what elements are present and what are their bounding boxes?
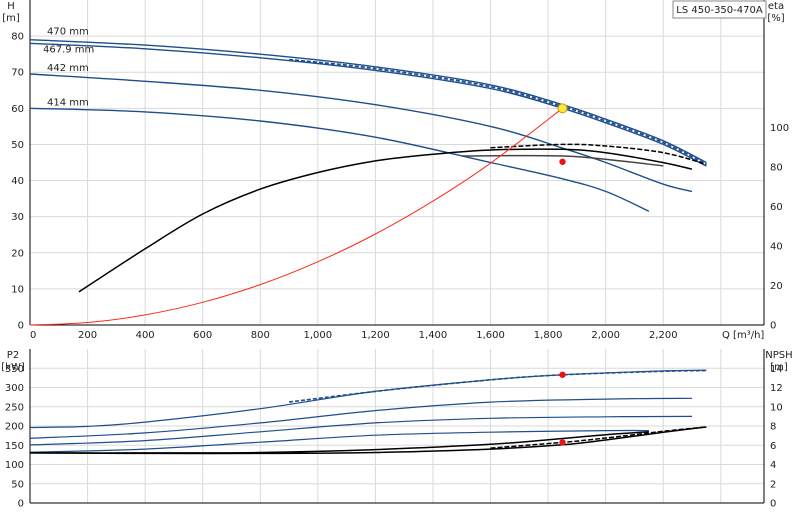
y-tick-label: 80 — [11, 32, 24, 43]
p2-tick-label: 300 — [5, 383, 24, 394]
efficiency-curve — [78, 148, 693, 293]
head-curve-label: 442 mm — [47, 63, 89, 74]
npsh-tick-label: 2 — [770, 479, 776, 490]
head-curve — [289, 58, 707, 166]
y-tick-label: 0 — [18, 321, 24, 332]
npsh-axis-title: NPSH — [765, 350, 792, 361]
head-curve — [29, 107, 650, 212]
x-tick-label: 1,400 — [419, 330, 448, 341]
y-axis-unit-left: [m] — [2, 13, 20, 24]
p2-tick-label: 100 — [5, 460, 24, 471]
head-curve — [29, 42, 707, 167]
y-right-tick-label: 40 — [770, 242, 783, 253]
y-right-tick-label: 0 — [770, 321, 776, 332]
npsh-curve — [29, 431, 649, 454]
power-curve — [289, 369, 707, 403]
x-tick-label: 2,200 — [649, 330, 678, 341]
x-tick-label: 1,200 — [361, 330, 390, 341]
npsh-tick-label: 8 — [770, 422, 776, 433]
p2-tick-label: 50 — [11, 479, 24, 490]
efficiency-curve — [461, 154, 664, 167]
x-tick-label: 1,600 — [476, 330, 505, 341]
y-right-tick-label: 60 — [770, 202, 783, 213]
npsh-curve — [490, 426, 707, 449]
head-curve — [29, 39, 707, 164]
x-tick-label: 600 — [193, 330, 212, 341]
x-tick-label: 200 — [78, 330, 97, 341]
y-tick-label: 40 — [11, 176, 24, 187]
head-curve-label: 467.9 mm — [43, 44, 94, 55]
npsh-axis-unit: [m] — [770, 362, 788, 373]
p2-tick-label: 200 — [5, 422, 24, 433]
duty-marker — [559, 158, 566, 165]
y-tick-label: 10 — [11, 284, 24, 295]
y-tick-label: 20 — [11, 248, 24, 259]
x-tick-label: 400 — [136, 330, 155, 341]
y-right-tick-label: 80 — [770, 163, 783, 174]
head-curve-label: 414 mm — [47, 97, 89, 108]
duty-marker — [559, 439, 566, 446]
duty-marker — [559, 371, 566, 378]
npsh-tick-label: 6 — [770, 441, 776, 452]
legend-box: LS 450-350-470A — [672, 0, 767, 19]
p2-tick-label: 350 — [5, 364, 24, 375]
x-axis-title: Q [m³/h] — [722, 330, 764, 341]
y-axis-title-left: H — [7, 1, 15, 12]
x-tick-label: 2,000 — [591, 330, 620, 341]
y-tick-label: 60 — [11, 104, 24, 115]
p2-axis-title: P2 — [7, 350, 19, 361]
x-tick-label: 1,800 — [534, 330, 563, 341]
y-tick-label: 70 — [11, 68, 24, 79]
npsh-tick-label: 14 — [770, 364, 783, 375]
y-tick-label: 30 — [11, 212, 24, 223]
head-curve-label: 470 mm — [47, 27, 89, 38]
y-tick-label: 50 — [11, 140, 24, 151]
y-axis-title-right: eta — [768, 1, 784, 12]
y-right-tick-label: 100 — [770, 123, 789, 134]
power-curve — [29, 415, 693, 446]
npsh-tick-label: 12 — [770, 383, 783, 394]
duty-markers — [557, 103, 568, 446]
head-efficiency-curves: 470 mm 467.9 mm 442 mm 414 mm — [29, 27, 707, 326]
npsh-tick-label: 10 — [770, 402, 783, 413]
p2-axis-unit: [kW] — [1, 362, 25, 373]
x-tick-label: 1,000 — [304, 330, 333, 341]
efficiency-curve — [490, 143, 707, 166]
power-curve — [29, 397, 693, 439]
x-tick-label: 0 — [30, 330, 36, 341]
power-npsh-curves — [29, 369, 707, 455]
p2-tick-label: 250 — [5, 402, 24, 413]
head-curve — [29, 73, 693, 193]
p2-tick-label: 150 — [5, 441, 24, 452]
y-right-tick-label: 20 — [770, 281, 783, 292]
system-curve — [29, 107, 563, 326]
npsh-tick-label: 4 — [770, 460, 776, 471]
p2-tick-label: 0 — [18, 499, 24, 510]
power-curve — [29, 429, 649, 453]
x-tick-label: 800 — [251, 330, 270, 341]
legend-box-label: LS 450-350-470A — [676, 5, 763, 16]
y-axis-unit-right: [%] — [767, 13, 784, 24]
npsh-tick-label: 0 — [770, 499, 776, 510]
duty-marker — [557, 103, 568, 114]
